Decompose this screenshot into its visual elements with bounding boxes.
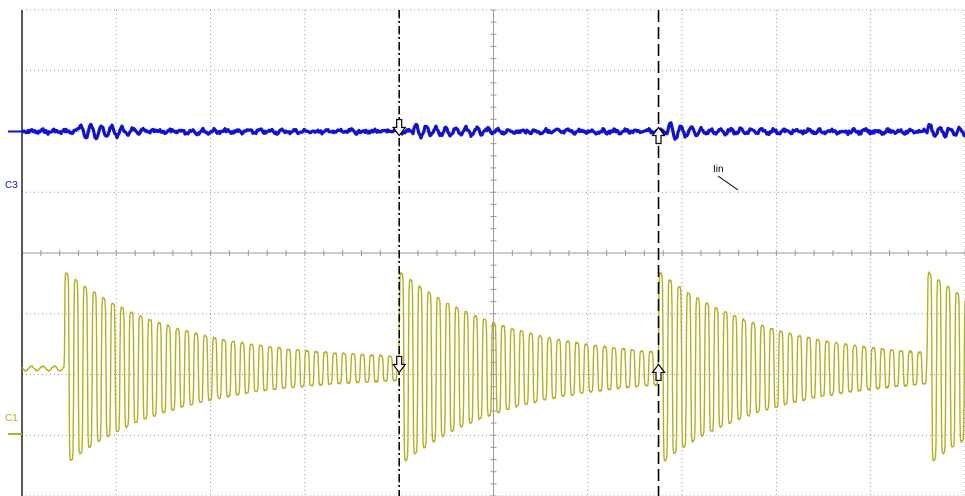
traces xyxy=(8,121,965,462)
trigger-arrow-down-icon xyxy=(392,118,407,137)
trigger-arrow-up-icon xyxy=(651,126,666,145)
graticule xyxy=(21,9,965,496)
c1-channel-label: C1 xyxy=(5,413,18,424)
trigger-markers xyxy=(392,118,666,382)
channel-labels: C3 C1 Iin xyxy=(5,164,739,424)
c3-trace xyxy=(20,121,965,141)
trigger-arrow-down-icon xyxy=(392,355,407,374)
c1-trace xyxy=(21,271,965,462)
iin-annotation: Iin xyxy=(713,164,724,175)
cursor-lines xyxy=(398,10,660,496)
trigger-arrow-up-icon xyxy=(651,363,666,382)
c3-channel-label: C3 xyxy=(5,180,18,191)
iin-annotation-leader xyxy=(717,175,739,191)
